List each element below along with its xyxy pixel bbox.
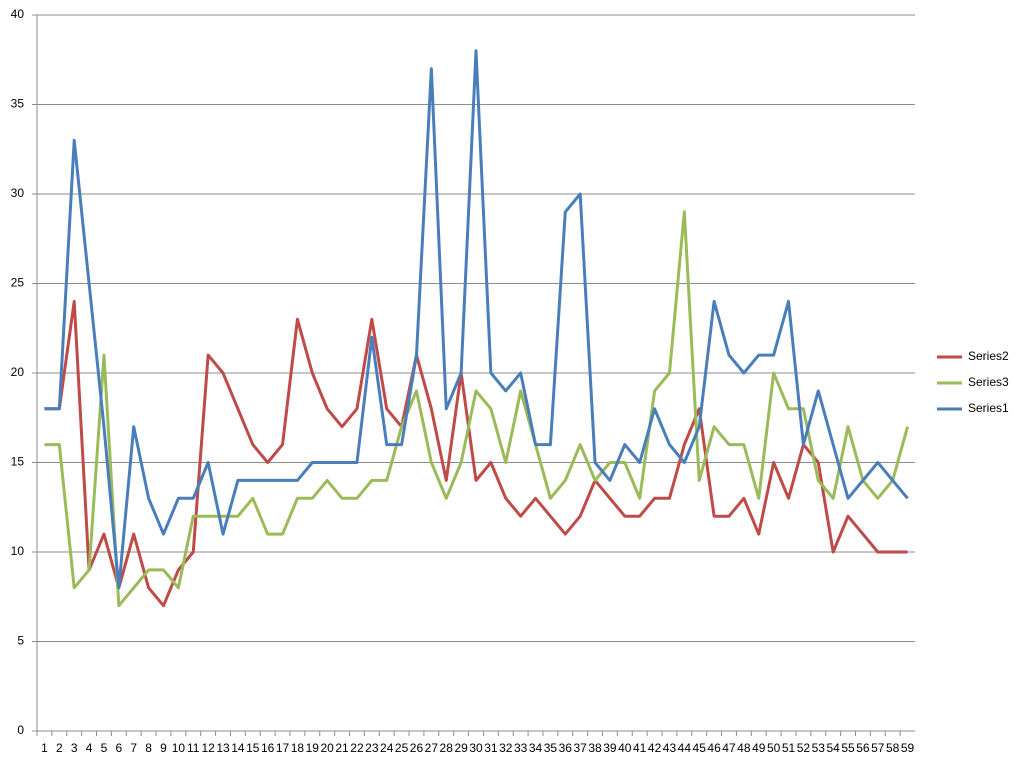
x-tick-label: 50 [767,741,781,755]
x-tick-label: 13 [216,741,230,755]
x-tick-label: 21 [335,741,349,755]
x-tick-label: 11 [187,741,200,755]
x-tick-label: 2 [56,741,63,755]
x-tick-label: 31 [484,741,498,755]
x-tick-label: 52 [797,741,811,755]
y-tick-label: 20 [11,365,25,379]
x-tick-label: 24 [380,741,394,755]
x-tick-label: 18 [291,741,305,755]
x-tick-label: 15 [246,741,260,755]
series-line [44,299,908,608]
x-tick-label: 23 [365,741,379,755]
legend-label: Series1 [968,401,1009,415]
x-tick-label: 55 [841,741,855,755]
x-tick-label: 46 [707,741,721,755]
x-tick-label: 44 [678,741,692,755]
x-tick-label: 34 [529,741,543,755]
x-tick-label: 36 [559,741,573,755]
x-tick-label: 4 [86,741,93,755]
x-tick-label: 54 [826,741,840,755]
y-tick-label: 5 [17,634,24,648]
x-tick-label: 16 [261,741,275,755]
x-tick-label: 27 [425,741,439,755]
x-tick-label: 12 [201,741,215,755]
y-tick-label: 15 [11,455,25,469]
x-tick-label: 6 [116,741,123,755]
x-tick-label: 53 [812,741,826,755]
x-tick-label: 17 [276,741,290,755]
x-tick-label: 19 [306,741,320,755]
x-tick-label: 49 [752,741,766,755]
y-tick-label: 0 [17,723,24,737]
x-tick-label: 29 [454,741,468,755]
x-tick-label: 40 [618,741,632,755]
x-tick-label: 22 [350,741,364,755]
x-tick-label: 58 [886,741,900,755]
x-tick-label: 9 [160,741,167,755]
x-tick-label: 3 [71,741,78,755]
y-tick-label: 10 [11,544,25,558]
legend-label: Series3 [968,375,1009,389]
x-tick-label: 25 [395,741,409,755]
series-line [44,210,910,608]
x-tick-label: 35 [544,741,558,755]
x-tick-label: 37 [573,741,587,755]
x-tick-label: 39 [603,741,617,755]
y-tick-label: 30 [11,186,25,200]
x-tick-label: 59 [901,741,915,755]
legend-label: Series2 [968,349,1009,363]
x-tick-label: 56 [856,741,870,755]
x-tick-label: 33 [514,741,528,755]
x-tick-label: 47 [722,741,736,755]
x-tick-label: 48 [737,741,751,755]
x-tick-label: 10 [172,741,186,755]
x-tick-label: 20 [321,741,335,755]
x-tick-label: 51 [782,741,796,755]
x-tick-label: 1 [41,741,48,755]
y-tick-label: 35 [11,97,25,111]
y-tick-label: 40 [11,7,25,21]
x-tick-label: 43 [663,741,677,755]
x-tick-label: 42 [648,741,662,755]
x-tick-label: 7 [130,741,137,755]
x-tick-label: 32 [499,741,513,755]
x-tick-label: 8 [145,741,152,755]
x-tick-label: 41 [633,741,647,755]
x-tick-label: 26 [410,741,424,755]
x-tick-label: 28 [440,741,454,755]
x-tick-label: 45 [693,741,707,755]
x-tick-label: 38 [588,741,602,755]
x-tick-label: 5 [101,741,108,755]
x-tick-label: 14 [231,741,245,755]
x-tick-label: 30 [469,741,483,755]
x-tick-label: 57 [871,741,885,755]
series-line [44,49,909,590]
y-tick-label: 25 [11,276,25,290]
